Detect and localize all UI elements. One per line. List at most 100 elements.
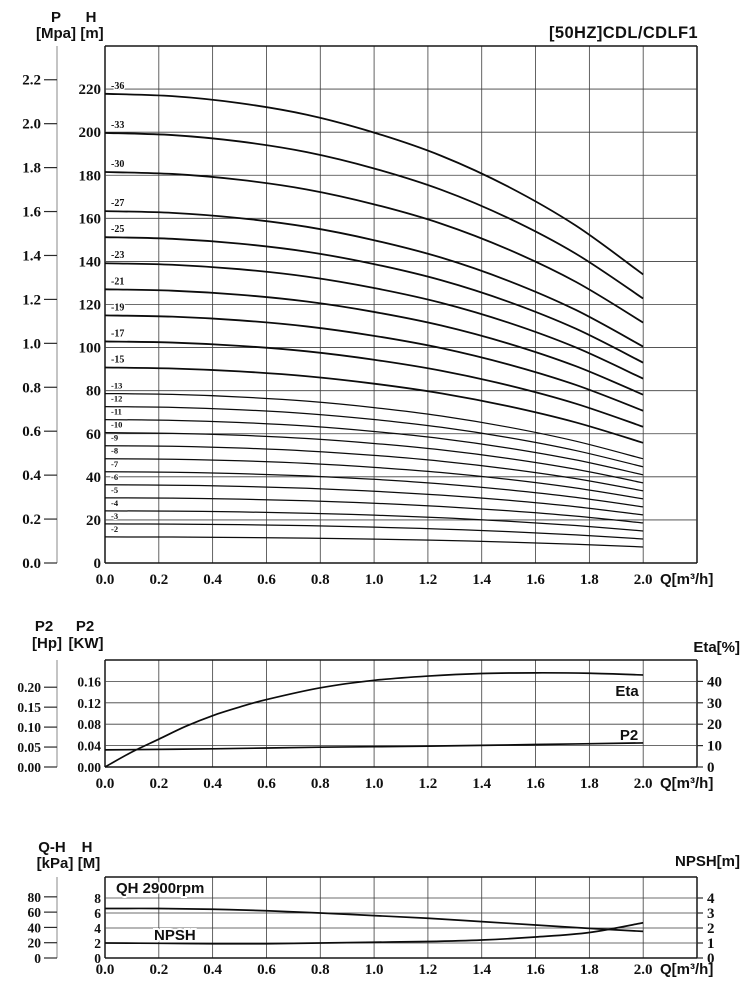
hq-curve--17 (104, 340, 644, 428)
p2-curve-label: P2 (620, 727, 638, 744)
hq-curve--11 (104, 419, 644, 476)
kw-tick-label: 0.04 (77, 739, 101, 754)
q-axis-label-top: Q[m³/h] (660, 571, 713, 588)
stage-label: -33 (111, 120, 124, 131)
outer-scale-label: 2.2 (22, 73, 41, 89)
right-tick-label: 30 (707, 696, 722, 712)
outer-scale-label: 1.2 (22, 292, 41, 308)
head-tick-label: 20 (86, 513, 101, 529)
x-tick-label: 0.0 (96, 572, 115, 588)
x-tick-label: 0.0 (96, 962, 115, 978)
qh-m-axis-unit: [M] (78, 855, 101, 872)
head-axis-name: H (86, 9, 97, 26)
head-tick-label: 40 (86, 470, 101, 486)
outer-scale-label: 0 (34, 951, 41, 966)
outer-scale-label: 0.8 (22, 380, 41, 396)
x-tick-label: 2.0 (634, 572, 653, 588)
npsh-curve-label: NPSH (154, 927, 196, 944)
pressure-axis-name: P (51, 9, 61, 26)
stage-label: -10 (111, 420, 122, 430)
right-tick-label: 4 (707, 891, 715, 907)
hq-curve--2 (104, 536, 644, 548)
x-tick-label: 1.8 (580, 962, 599, 978)
x-tick-label: 0.4 (203, 776, 222, 792)
hq-curve--5 (104, 497, 644, 524)
stage-label: -8 (111, 446, 118, 456)
head-tick-label: 80 (86, 384, 101, 400)
x-tick-label: 2.0 (634, 776, 653, 792)
outer-scale-label: 60 (28, 905, 42, 920)
hq-curve--8 (104, 458, 644, 500)
p2-kw-axis-unit: [KW] (69, 635, 104, 652)
outer-scale-label: 0.20 (17, 680, 41, 695)
m-tick-label: 8 (94, 891, 101, 906)
stage-label: -13 (111, 381, 122, 391)
hq-curve--4 (104, 510, 644, 532)
outer-scale-label: 0.6 (22, 424, 41, 440)
m-tick-label: 6 (94, 906, 101, 921)
stage-label: -5 (111, 485, 118, 495)
hq-curve--27 (104, 210, 644, 348)
x-tick-label: 1.0 (365, 572, 384, 588)
hq-curve--3 (104, 523, 644, 540)
x-tick-label: 0.4 (203, 572, 222, 588)
qh-curve-label: QH 2900rpm (116, 880, 204, 897)
outer-scale-label: 0.05 (17, 740, 41, 755)
x-tick-label: 0.6 (257, 572, 276, 588)
x-tick-label: 1.8 (580, 776, 599, 792)
outer-scale-label: 1.8 (22, 161, 41, 177)
right-tick-label: 10 (707, 739, 722, 755)
curve-NPSH (104, 921, 644, 945)
hq-curve--7 (104, 471, 644, 508)
x-tick-label: 0.8 (311, 776, 330, 792)
kw-tick-label: 0.08 (77, 717, 101, 732)
right-tick-label: 2 (707, 921, 715, 937)
stage-label: -21 (111, 276, 124, 287)
hq-curve--36 (104, 92, 644, 276)
p2-hp-axis-unit: [Hp] (32, 635, 62, 652)
hq-curve--25 (104, 236, 644, 364)
stage-label: -4 (111, 498, 119, 508)
x-tick-label: 1.4 (472, 572, 491, 588)
hq-curve--13 (104, 392, 644, 460)
stage-label: -15 (111, 355, 124, 366)
x-tick-label: 1.2 (419, 572, 438, 588)
right-tick-label: 1 (707, 936, 715, 952)
head-tick-label: 100 (79, 341, 102, 357)
head-tick-label: 0 (94, 556, 102, 572)
right-tick-label: 0 (707, 951, 715, 967)
head-tick-label: 220 (79, 82, 102, 98)
x-tick-label: 0.0 (96, 776, 115, 792)
x-tick-label: 1.6 (526, 572, 545, 588)
stage-label: -6 (111, 472, 118, 482)
outer-scale-label: 40 (28, 920, 42, 935)
stage-label: -3 (111, 511, 118, 521)
x-tick-label: 1.6 (526, 962, 545, 978)
stage-label: -30 (111, 159, 124, 170)
x-tick-label: 0.6 (257, 962, 276, 978)
qh-m-axis-name: H (82, 839, 93, 856)
outer-scale-label: 1.6 (22, 205, 41, 221)
outer-scale-label: 0.10 (17, 720, 41, 735)
outer-scale-label: 0.2 (22, 512, 41, 528)
stage-label: -11 (111, 407, 122, 417)
head-tick-label: 200 (79, 125, 102, 141)
outer-scale-label: 0.0 (22, 556, 41, 572)
x-tick-label: 0.8 (311, 962, 330, 978)
right-tick-label: 40 (707, 674, 722, 690)
stage-label: -17 (111, 328, 124, 339)
x-tick-label: 0.6 (257, 776, 276, 792)
outer-scale-label: 2.0 (22, 117, 41, 133)
pressure-axis-unit: [Mpa] (36, 25, 76, 42)
x-tick-label: 1.2 (419, 776, 438, 792)
head-tick-label: 120 (79, 298, 102, 314)
outer-scale-label: 1.4 (22, 248, 41, 264)
p2-hp-axis-name: P2 (35, 618, 53, 635)
x-tick-label: 0.2 (149, 962, 168, 978)
hq-curve--12 (104, 405, 644, 468)
hq-curve--10 (104, 432, 644, 484)
curve-QH-2900rpm (104, 907, 644, 933)
hq-curve--9 (104, 445, 644, 492)
qh-kpa-axis-unit: [kPa] (37, 855, 74, 872)
